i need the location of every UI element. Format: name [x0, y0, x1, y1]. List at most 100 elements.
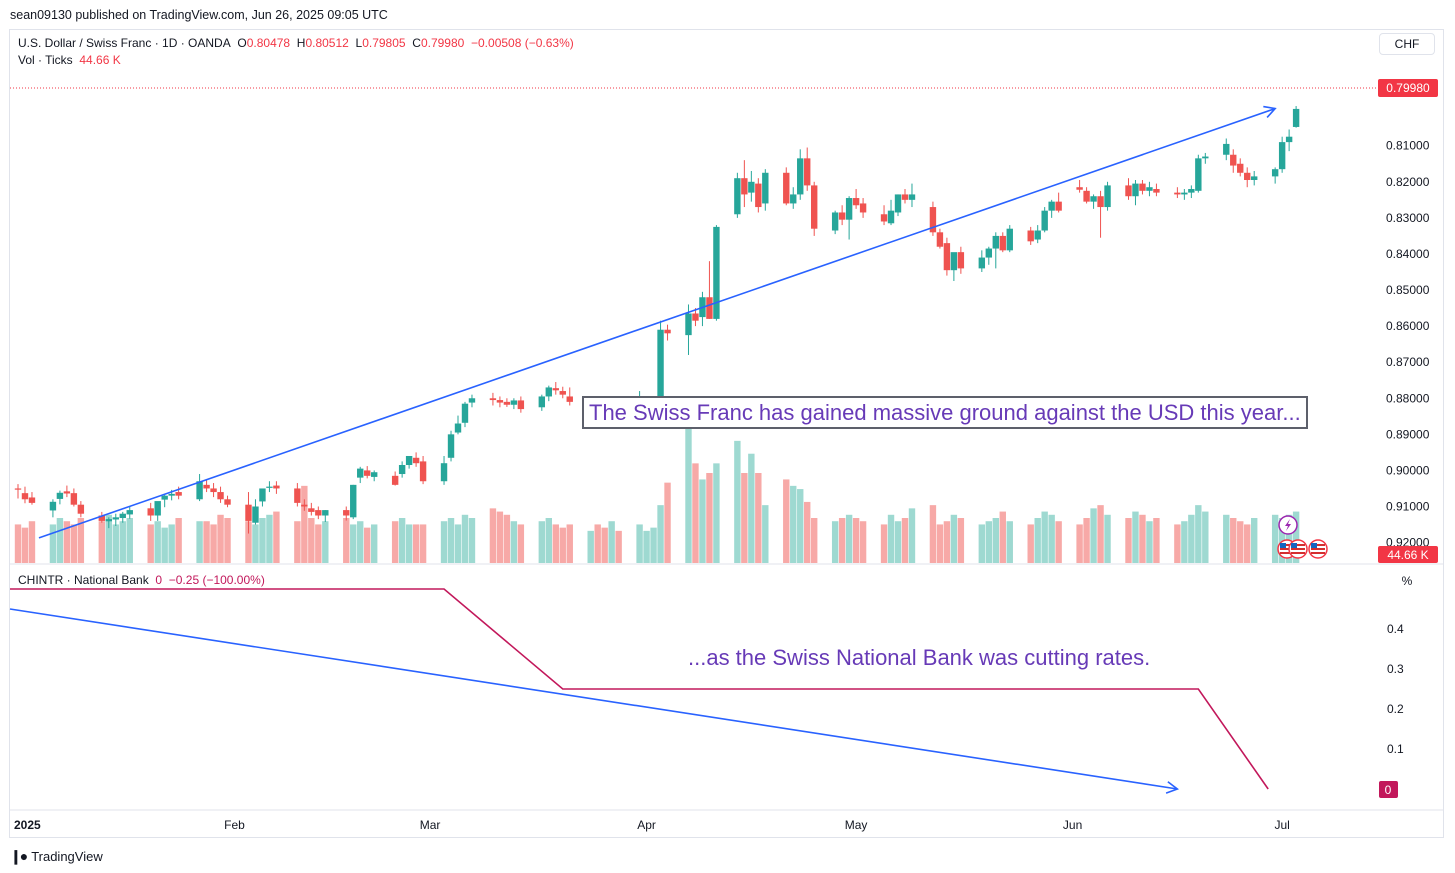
volume-bar	[357, 521, 364, 563]
candle-body	[70, 493, 78, 505]
candle	[21, 486, 29, 504]
volume-bar	[301, 485, 308, 563]
volume-bar	[1237, 521, 1244, 563]
volume-bar	[1244, 524, 1251, 563]
candle	[461, 401, 469, 428]
annotation-bottom[interactable]: ...as the Swiss National Bank was cuttin…	[688, 645, 1151, 670]
rate-axis[interactable]: 0.4 0.3 0.2 0.1	[1387, 622, 1404, 756]
candle-body	[510, 400, 518, 405]
us-flag-icon[interactable]	[1288, 539, 1308, 559]
candle-body	[790, 194, 797, 204]
candle	[950, 252, 958, 282]
currency-button[interactable]: CHF	[1379, 33, 1435, 55]
candle	[56, 490, 64, 505]
volume-bar	[468, 518, 476, 563]
volume-bar	[1202, 511, 1209, 563]
candle-body	[1285, 136, 1293, 143]
candle-body	[566, 396, 573, 402]
candle-body	[112, 517, 119, 520]
volume-bars	[14, 428, 1300, 563]
volume-bar	[245, 521, 252, 563]
candle-body	[77, 504, 85, 514]
volume-legend[interactable]: Vol · Ticks 44.66 K	[18, 53, 121, 67]
candle	[992, 232, 999, 269]
candle-body	[1034, 230, 1041, 240]
price-trendline[interactable]	[38, 105, 1277, 539]
candle	[566, 387, 573, 406]
volume-bar	[266, 514, 273, 563]
volume-bar	[615, 530, 622, 563]
candle-body	[901, 194, 909, 200]
volume-bar	[845, 514, 853, 563]
candle-body	[1055, 201, 1062, 211]
candle-body	[838, 212, 846, 220]
volume-bar	[447, 518, 455, 563]
candle-body	[1292, 108, 1300, 127]
volume-bar	[992, 518, 999, 563]
candle	[790, 187, 797, 209]
candle-body	[1083, 190, 1090, 202]
candle-body	[489, 398, 497, 401]
price-tick: 0.91000	[1386, 499, 1430, 513]
open-value: 0.80478	[246, 36, 291, 50]
volume-bar	[503, 514, 511, 563]
candle	[999, 232, 1006, 253]
volume-bar	[322, 521, 329, 563]
candle-body	[266, 486, 273, 488]
time-axis[interactable]: 2025 Feb Mar Apr May Jun Jul	[14, 818, 1290, 832]
candle	[1244, 167, 1251, 188]
event-icons[interactable]	[1277, 515, 1328, 559]
volume-bar	[713, 463, 720, 563]
symbol-name: U.S. Dollar / Swiss Franc · 1D · OANDA	[18, 36, 231, 50]
candle-body	[259, 488, 266, 502]
candle	[28, 492, 36, 505]
volume-bar	[273, 511, 280, 563]
candle-body	[908, 194, 916, 200]
footer-brand[interactable]: ❙● TradingView	[10, 848, 103, 865]
volume-bar	[1223, 514, 1230, 563]
price-axis[interactable]: 0.81000 0.82000 0.83000 0.84000 0.85000 0.860…	[1386, 139, 1430, 550]
trendline-segment[interactable]	[38, 107, 1276, 539]
candle-body	[322, 510, 329, 516]
volume-bar	[49, 524, 57, 563]
candle	[447, 430, 455, 462]
rate-lines	[9, 588, 1269, 794]
candle-body	[1027, 230, 1034, 242]
candle	[734, 172, 741, 218]
price-legend[interactable]: U.S. Dollar / Swiss Franc · 1D · OANDA O…	[18, 36, 574, 50]
volume-bar	[657, 505, 664, 563]
candle-body	[957, 252, 965, 269]
indicator-legend[interactable]: CHINTR · National Bank 0 −0.25 (−100.00%…	[18, 573, 265, 587]
candle-body	[412, 457, 420, 464]
candle	[468, 394, 476, 408]
candle	[1034, 225, 1041, 244]
candle	[224, 495, 231, 508]
change-value: −0.00508 (−0.63%)	[471, 36, 574, 50]
candle	[552, 382, 559, 395]
time-tick: 2025	[14, 818, 41, 832]
candle-body	[419, 461, 427, 482]
candle	[440, 455, 448, 485]
volume-bar	[929, 505, 937, 563]
low-label: L	[355, 36, 363, 50]
candle	[929, 201, 937, 236]
candle	[259, 488, 266, 507]
candle-body	[49, 501, 57, 511]
candle	[245, 492, 252, 534]
candle-body	[301, 504, 308, 507]
candle-body	[1237, 163, 1244, 173]
volume-bar	[908, 508, 916, 563]
annotation-top[interactable]: The Swiss Franc has gained massive groun…	[582, 396, 1308, 429]
candle	[957, 246, 965, 274]
candle-body	[252, 506, 259, 523]
us-flag-icon[interactable]	[1308, 539, 1328, 559]
candle	[1090, 194, 1097, 209]
last-price-badge: 0.79980	[1378, 79, 1438, 97]
rate-trendline[interactable]	[9, 608, 1178, 790]
candle-body	[538, 396, 546, 408]
candle	[210, 483, 217, 498]
candle	[154, 501, 161, 521]
candle-body	[468, 398, 476, 403]
volume-bar	[454, 524, 462, 563]
